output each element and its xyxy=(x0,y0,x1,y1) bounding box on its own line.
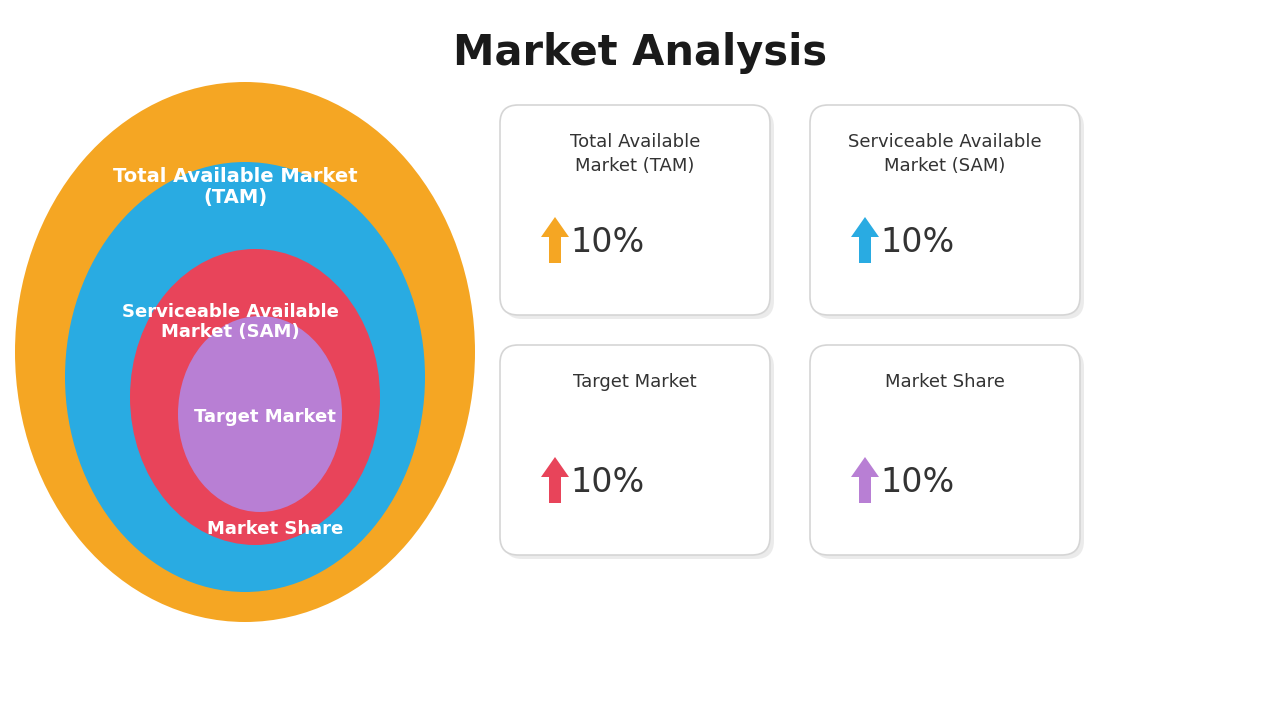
Text: Serviceable Available
Market (SAM): Serviceable Available Market (SAM) xyxy=(122,302,338,341)
Ellipse shape xyxy=(178,316,342,512)
Ellipse shape xyxy=(15,82,475,622)
FancyBboxPatch shape xyxy=(504,349,774,559)
FancyBboxPatch shape xyxy=(814,109,1084,319)
Text: Target Market: Target Market xyxy=(195,408,335,426)
Ellipse shape xyxy=(65,162,425,592)
Polygon shape xyxy=(541,217,570,263)
Polygon shape xyxy=(851,457,879,503)
Text: Total Available Market
(TAM): Total Available Market (TAM) xyxy=(113,166,357,207)
Text: Target Market: Target Market xyxy=(573,373,696,391)
Text: Serviceable Available
Market (SAM): Serviceable Available Market (SAM) xyxy=(849,133,1042,175)
FancyBboxPatch shape xyxy=(814,349,1084,559)
Text: 10%: 10% xyxy=(570,467,644,500)
Text: Market Share: Market Share xyxy=(884,373,1005,391)
Polygon shape xyxy=(541,457,570,503)
FancyBboxPatch shape xyxy=(500,345,771,555)
Polygon shape xyxy=(851,217,879,263)
FancyBboxPatch shape xyxy=(500,105,771,315)
Ellipse shape xyxy=(131,249,380,545)
FancyBboxPatch shape xyxy=(810,345,1080,555)
Text: Market Analysis: Market Analysis xyxy=(453,32,827,74)
FancyBboxPatch shape xyxy=(504,109,774,319)
Text: 10%: 10% xyxy=(570,227,644,259)
Text: 10%: 10% xyxy=(879,227,954,259)
Text: Market Share: Market Share xyxy=(207,520,343,538)
Text: 10%: 10% xyxy=(879,467,954,500)
FancyBboxPatch shape xyxy=(810,105,1080,315)
Text: Total Available
Market (TAM): Total Available Market (TAM) xyxy=(570,133,700,175)
